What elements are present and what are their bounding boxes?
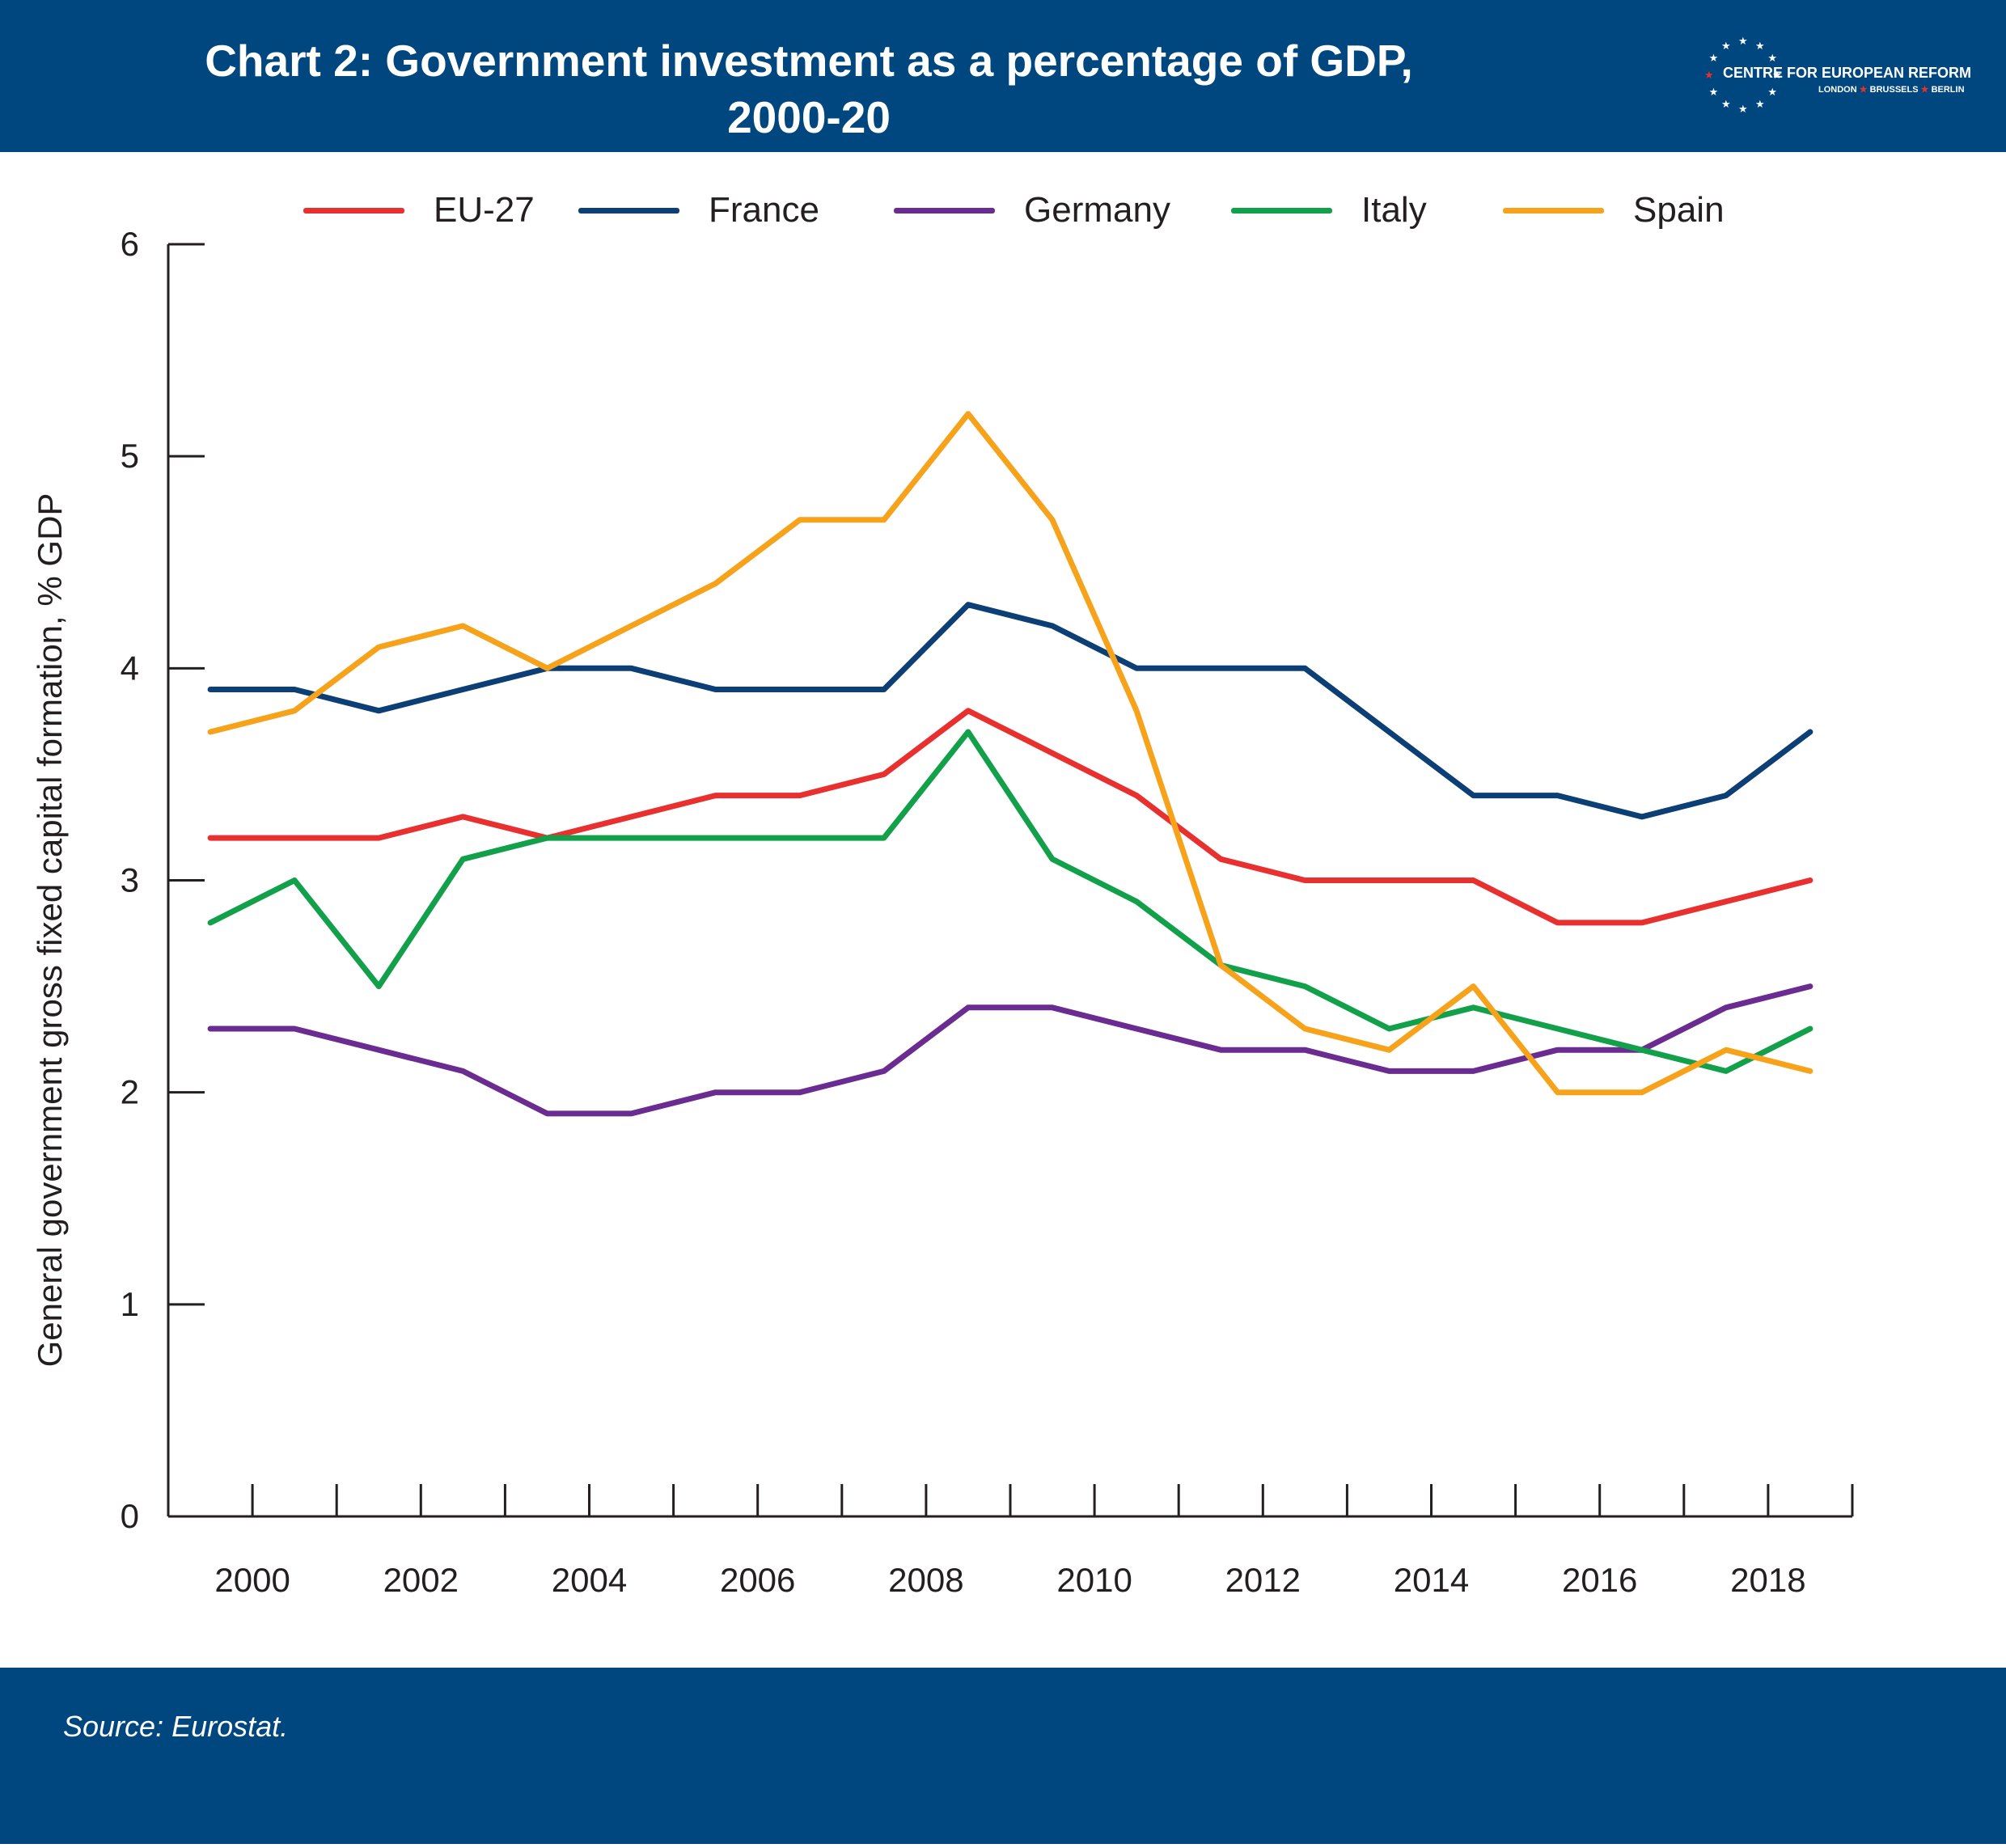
logo-star-icon: ★ [1767, 86, 1778, 98]
series-line-eu-27 [207, 708, 1813, 926]
x-tick-label: 2008 [888, 1561, 963, 1599]
x-tick-label: 2002 [383, 1561, 459, 1599]
series-line-italy [207, 729, 1813, 1074]
logo-separator-star-icon: ★ [1859, 85, 1868, 95]
logo-name: CENTRE FOR EUROPEAN REFORM [1723, 65, 1972, 81]
legend-label: France [709, 190, 819, 230]
x-tick-label: 2010 [1056, 1561, 1132, 1599]
x-tick-label: 2012 [1225, 1561, 1301, 1599]
y-tick-label: 6 [121, 225, 139, 263]
logo-star-icon: ★ [1755, 98, 1765, 111]
legend-swatch [894, 207, 995, 214]
legend-swatch [578, 207, 679, 214]
logo-city-brussels: BRUSSELS [1869, 85, 1919, 95]
chart-title: Chart 2: Government investment as a perc… [0, 32, 1618, 146]
legend-label: Italy [1361, 190, 1427, 230]
y-tick-label: 4 [121, 649, 139, 687]
chart-title-line1: Chart 2: Government investment as a perc… [205, 36, 1413, 86]
logo-separator-star-icon: ★ [1920, 85, 1929, 95]
chart-title-line2: 2000-20 [727, 92, 891, 142]
footer-banner: Source: Eurostat. [0, 1668, 2006, 1844]
logo-star-icon: ★ [1721, 39, 1731, 52]
logo-star-icon: ★ [1755, 39, 1765, 52]
legend-item-italy: Italy [1231, 186, 1427, 235]
x-tick-label: 2018 [1730, 1561, 1805, 1599]
x-tick-label: 2004 [552, 1561, 627, 1599]
logo-star-icon: ★ [1767, 52, 1778, 64]
logo-cities: LONDON ★ BRUSSELS ★ BERLIN [1818, 84, 1965, 95]
logo-star-icon: ★ [1708, 86, 1719, 98]
y-tick-label: 5 [121, 437, 139, 475]
logo-star-icon: ★ [1721, 98, 1731, 111]
logo-city-london: LONDON [1818, 85, 1857, 95]
series-line-france [207, 602, 1813, 820]
logo-star-icon: ★ [1738, 103, 1748, 115]
logo-city-berlin: BERLIN [1931, 85, 1965, 95]
series-line-germany [207, 983, 1813, 1117]
legend-item-spain: Spain [1503, 186, 1725, 235]
y-tick-label: 1 [121, 1285, 139, 1323]
x-tick-label: 2016 [1562, 1561, 1637, 1599]
legend-item-germany: Germany [894, 186, 1170, 235]
cer-logo: ★ ★ ★ ★ ★ ★ ★ ★ ★ ★ ★ ★ CENTRE FOR EUROPEAN REFORM … [1699, 32, 1974, 121]
logo-star-icon: ★ [1772, 69, 1782, 81]
logo-star-icon: ★ [1704, 69, 1714, 81]
legend-item-france: France [578, 186, 819, 235]
legend-label: Germany [1024, 190, 1170, 230]
x-tick-label: 2000 [214, 1561, 290, 1599]
legend-swatch [1503, 207, 1604, 214]
legend-item-eu-27: EU-27 [303, 186, 535, 235]
legend-label: Spain [1633, 190, 1725, 230]
legend-swatch [1231, 207, 1332, 214]
y-tick-label: 0 [121, 1497, 139, 1535]
y-tick-label: 2 [121, 1073, 139, 1111]
header-banner: Chart 2: Government investment as a perc… [0, 0, 2006, 152]
legend-label: EU-27 [434, 190, 535, 230]
legend-swatch [303, 207, 404, 214]
series-line-spain [207, 411, 1813, 1096]
logo-star-icon: ★ [1738, 35, 1748, 47]
x-tick-label: 2006 [720, 1561, 795, 1599]
line-chart: 0 1 2 3 4 5 6 2000 2002 2004 2006 2008 2010 2012 2014 2… [121, 225, 1854, 1599]
y-tick-label: 3 [121, 861, 139, 899]
logo-star-icon: ★ [1708, 52, 1719, 64]
x-tick-label: 2014 [1394, 1561, 1469, 1599]
source-note: Source: Eurostat. [63, 1710, 289, 1743]
